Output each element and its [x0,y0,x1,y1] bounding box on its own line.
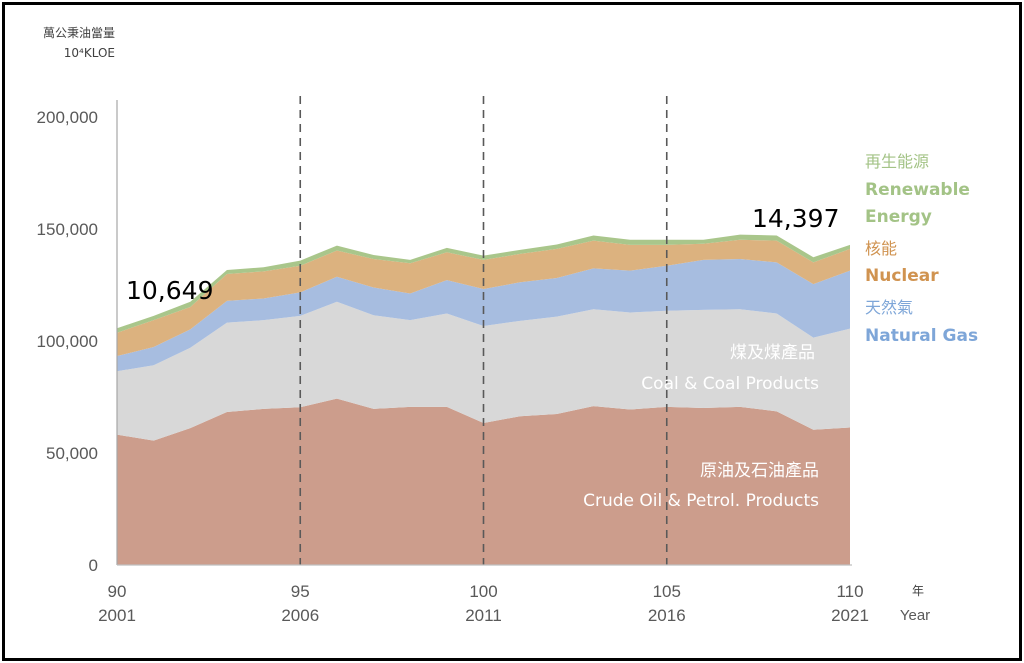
y-tick-label: 150,000 [37,220,98,239]
x-tick-label-roc: 90 [108,582,127,601]
x-tick-label-roc: 110 [836,582,863,601]
coal-label-en: Coal & Coal Products [641,374,819,394]
legend-renewable-en-line1: Renewable [865,180,970,200]
legend-renewable-en-line2: Energy [865,207,932,227]
x-tick-labels: 90 2001 95 2006 100 2011 105 2016 110 2021 [98,582,869,625]
annotation-total-2019: 14,397 [752,204,839,233]
x-tick-label-ad: 2001 [98,606,136,625]
x-tick-label-ad: 2021 [831,606,869,625]
y-tick-label: 0 [89,556,98,575]
y-axis-title-zh: 萬公秉油當量 [43,26,115,40]
x-axis-title-zh: 年 [912,584,924,598]
oil-label-en: Crude Oil & Petrol. Products [583,491,819,511]
y-tick-label: 200,000 [37,108,98,127]
annotation-total-2001: 10,649 [126,276,213,305]
y-tick-label: 50,000 [46,444,98,463]
x-tick-label-ad: 2006 [281,606,319,625]
x-tick-label-ad: 2016 [648,606,686,625]
y-tick-label: 100,000 [37,332,98,351]
x-tick-label-roc: 105 [653,582,681,601]
area-natural-gas [117,259,850,372]
x-axis-title-en: Year [900,607,930,624]
legend-nuclear-zh: 核能 [865,239,897,258]
legend-gas-en: Natural Gas [865,326,978,346]
legend-renewable-zh: 再生能源 [865,152,929,171]
legend-gas-zh: 天然氣 [865,298,913,317]
oil-label-zh: 原油及石油產品 [700,461,819,481]
coal-label-zh: 煤及煤產品 [730,343,815,363]
x-tick-label-roc: 100 [469,582,497,601]
y-tick-labels: 0 50,000 100,000 150,000 200,000 [37,108,98,575]
legend-nuclear-en: Nuclear [865,266,939,286]
y-axis-unit: 10⁴KLOE [64,46,115,60]
x-tick-label-roc: 95 [291,582,310,601]
x-tick-label-ad: 2011 [465,606,502,625]
